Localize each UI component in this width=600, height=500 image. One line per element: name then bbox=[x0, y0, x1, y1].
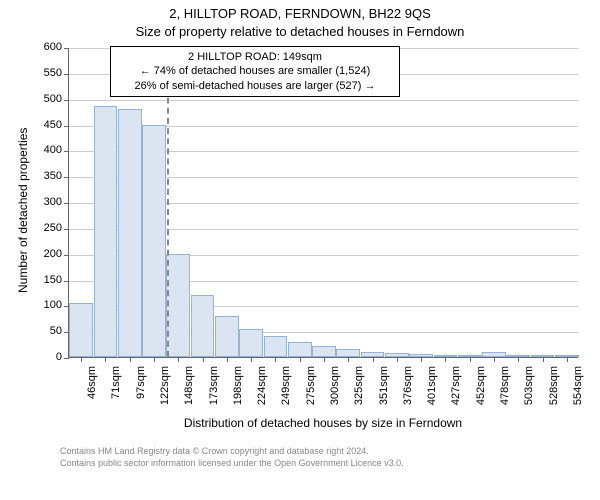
y-tick-label: 500 bbox=[30, 93, 62, 105]
x-tick-mark bbox=[518, 357, 519, 362]
x-tick-label: 173sqm bbox=[208, 366, 220, 416]
page-title-line1: 2, HILLTOP ROAD, FERNDOWN, BH22 9QS bbox=[0, 6, 600, 21]
x-tick-mark bbox=[567, 357, 568, 362]
x-tick-label: 503sqm bbox=[523, 366, 535, 416]
page-title-line2: Size of property relative to detached ho… bbox=[0, 24, 600, 39]
y-tick-label: 450 bbox=[30, 119, 62, 131]
y-tick-mark bbox=[64, 74, 69, 75]
x-tick-mark bbox=[251, 357, 252, 362]
histogram-bar bbox=[166, 254, 190, 357]
y-tick-label: 300 bbox=[30, 196, 62, 208]
histogram-bar bbox=[191, 295, 215, 357]
histogram-bar bbox=[264, 336, 288, 357]
x-tick-label: 554sqm bbox=[572, 366, 584, 416]
x-tick-mark bbox=[105, 357, 106, 362]
x-tick-label: 275sqm bbox=[305, 366, 317, 416]
x-tick-mark bbox=[227, 357, 228, 362]
x-tick-mark bbox=[154, 357, 155, 362]
y-tick-mark bbox=[64, 126, 69, 127]
footer-line2: Contains public sector information licen… bbox=[60, 458, 404, 470]
x-tick-mark bbox=[324, 357, 325, 362]
histogram-bar bbox=[336, 349, 360, 357]
histogram-bar bbox=[69, 303, 93, 357]
x-tick-label: 325sqm bbox=[353, 366, 365, 416]
x-tick-label: 401sqm bbox=[426, 366, 438, 416]
y-tick-label: 100 bbox=[30, 299, 62, 311]
x-tick-mark bbox=[494, 357, 495, 362]
y-tick-label: 250 bbox=[30, 222, 62, 234]
annotation-line3: 26% of semi-detached houses are larger (… bbox=[117, 79, 393, 93]
x-tick-label: 351sqm bbox=[378, 366, 390, 416]
x-tick-label: 376sqm bbox=[402, 366, 414, 416]
histogram-bar bbox=[312, 346, 336, 357]
y-tick-label: 200 bbox=[30, 248, 62, 260]
y-tick-mark bbox=[64, 203, 69, 204]
annotation-line1: 2 HILLTOP ROAD: 149sqm bbox=[117, 50, 393, 64]
x-tick-label: 46sqm bbox=[86, 366, 98, 416]
x-tick-label: 249sqm bbox=[280, 366, 292, 416]
x-tick-label: 97sqm bbox=[135, 366, 147, 416]
x-tick-label: 71sqm bbox=[110, 366, 122, 416]
y-tick-mark bbox=[64, 177, 69, 178]
x-tick-mark bbox=[373, 357, 374, 362]
x-tick-label: 452sqm bbox=[475, 366, 487, 416]
y-axis-label: Number of detached properties bbox=[16, 128, 30, 293]
y-tick-mark bbox=[64, 229, 69, 230]
y-tick-label: 0 bbox=[30, 351, 62, 363]
x-tick-mark bbox=[178, 357, 179, 362]
y-tick-label: 550 bbox=[30, 67, 62, 79]
x-tick-label: 300sqm bbox=[329, 366, 341, 416]
x-tick-mark bbox=[300, 357, 301, 362]
y-tick-label: 50 bbox=[30, 325, 62, 337]
y-tick-mark bbox=[64, 48, 69, 49]
grid-line bbox=[69, 100, 578, 101]
annotation-line2: ← 74% of detached houses are smaller (1,… bbox=[117, 64, 393, 78]
footer-line1: Contains HM Land Registry data © Crown c… bbox=[60, 446, 404, 458]
x-tick-mark bbox=[348, 357, 349, 362]
y-tick-mark bbox=[64, 255, 69, 256]
y-tick-mark bbox=[64, 358, 69, 359]
x-tick-mark bbox=[203, 357, 204, 362]
x-tick-mark bbox=[275, 357, 276, 362]
x-tick-label: 148sqm bbox=[183, 366, 195, 416]
x-tick-mark bbox=[397, 357, 398, 362]
y-tick-label: 400 bbox=[30, 144, 62, 156]
x-tick-label: 224sqm bbox=[256, 366, 268, 416]
histogram-bar bbox=[215, 316, 239, 357]
histogram-bar bbox=[142, 125, 166, 358]
x-tick-label: 198sqm bbox=[232, 366, 244, 416]
chart-container: 2, HILLTOP ROAD, FERNDOWN, BH22 9QS Size… bbox=[0, 0, 600, 500]
x-tick-mark bbox=[421, 357, 422, 362]
histogram-bar bbox=[94, 106, 118, 357]
histogram-bar bbox=[118, 109, 142, 357]
x-tick-label: 478sqm bbox=[499, 366, 511, 416]
x-tick-mark bbox=[543, 357, 544, 362]
histogram-bar bbox=[239, 329, 263, 357]
x-tick-mark bbox=[81, 357, 82, 362]
y-tick-mark bbox=[64, 100, 69, 101]
y-tick-label: 350 bbox=[30, 170, 62, 182]
footer-attribution: Contains HM Land Registry data © Crown c… bbox=[60, 446, 404, 469]
y-tick-mark bbox=[64, 281, 69, 282]
x-tick-label: 427sqm bbox=[450, 366, 462, 416]
y-tick-mark bbox=[64, 151, 69, 152]
x-tick-mark bbox=[445, 357, 446, 362]
y-tick-label: 600 bbox=[30, 41, 62, 53]
x-tick-mark bbox=[130, 357, 131, 362]
annotation-box: 2 HILLTOP ROAD: 149sqm ← 74% of detached… bbox=[110, 46, 400, 97]
y-tick-label: 150 bbox=[30, 274, 62, 286]
x-tick-mark bbox=[470, 357, 471, 362]
x-tick-label: 528sqm bbox=[548, 366, 560, 416]
x-tick-label: 122sqm bbox=[159, 366, 171, 416]
x-axis-label: Distribution of detached houses by size … bbox=[68, 416, 578, 430]
histogram-bar bbox=[288, 342, 312, 358]
